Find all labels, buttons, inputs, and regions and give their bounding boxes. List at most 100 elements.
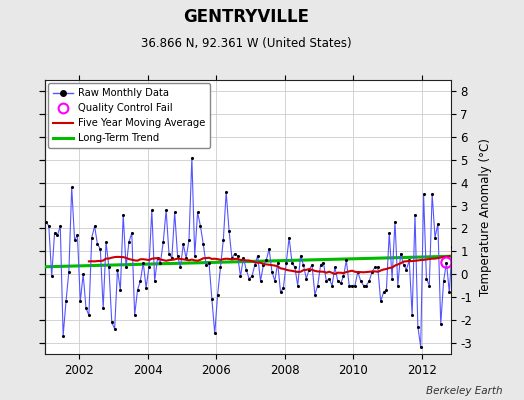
Point	[182, 255, 190, 261]
Point	[199, 241, 208, 248]
Point	[442, 260, 451, 266]
Point	[168, 255, 176, 261]
Point	[88, 234, 96, 241]
Point	[391, 218, 399, 225]
Point	[56, 223, 64, 229]
Point	[111, 326, 119, 332]
Point	[394, 282, 402, 289]
Point	[196, 223, 205, 229]
Point	[368, 269, 376, 275]
Point	[239, 255, 247, 261]
Point	[436, 321, 445, 328]
Point	[99, 305, 107, 312]
Point	[342, 257, 351, 264]
Point	[170, 209, 179, 216]
Point	[305, 266, 313, 273]
Point	[270, 278, 279, 284]
Point	[176, 264, 184, 270]
Point	[468, 253, 476, 259]
Point	[479, 200, 488, 206]
Point	[245, 276, 253, 282]
Point	[222, 189, 231, 195]
Point	[62, 298, 70, 305]
Point	[76, 298, 84, 305]
Point	[154, 255, 162, 261]
Point	[256, 278, 265, 284]
Point	[440, 278, 448, 284]
Point	[59, 332, 67, 339]
Point	[339, 273, 347, 280]
Point	[122, 264, 130, 270]
Text: 36.866 N, 92.361 W (United States): 36.866 N, 92.361 W (United States)	[141, 37, 352, 50]
Point	[417, 344, 425, 350]
Point	[136, 278, 145, 284]
Point	[411, 212, 419, 218]
Point	[45, 223, 53, 229]
Point	[460, 260, 468, 266]
Point	[482, 189, 490, 195]
Point	[188, 154, 196, 161]
Point	[156, 260, 165, 266]
Y-axis label: Temperature Anomaly (°C): Temperature Anomaly (°C)	[479, 138, 492, 296]
Point	[139, 260, 147, 266]
Point	[442, 260, 451, 266]
Point	[316, 262, 325, 268]
Point	[485, 191, 494, 197]
Point	[299, 262, 308, 268]
Point	[259, 262, 268, 268]
Point	[399, 262, 408, 268]
Point	[308, 262, 316, 268]
Point	[474, 234, 482, 241]
Point	[451, 276, 459, 282]
Point	[348, 282, 356, 289]
Point	[96, 246, 104, 252]
Point	[282, 260, 290, 266]
Point	[250, 262, 259, 268]
Point	[265, 246, 274, 252]
Point	[213, 292, 222, 298]
Point	[405, 257, 413, 264]
Point	[462, 184, 471, 190]
Point	[142, 284, 150, 291]
Point	[91, 223, 99, 229]
Point	[73, 232, 82, 238]
Point	[454, 262, 462, 268]
Point	[276, 289, 285, 296]
Point	[179, 241, 188, 248]
Point	[422, 276, 431, 282]
Point	[119, 212, 127, 218]
Point	[336, 280, 345, 286]
Point	[173, 253, 182, 259]
Point	[354, 269, 362, 275]
Point	[193, 209, 202, 216]
Point	[64, 269, 73, 275]
Point	[471, 191, 479, 197]
Text: Berkeley Earth: Berkeley Earth	[427, 386, 503, 396]
Point	[48, 273, 56, 280]
Point	[202, 262, 210, 268]
Point	[93, 241, 102, 248]
Point	[130, 312, 139, 318]
Point	[128, 230, 136, 236]
Point	[70, 237, 79, 243]
Point	[313, 282, 322, 289]
Point	[79, 271, 88, 277]
Point	[53, 232, 62, 238]
Point	[322, 278, 331, 284]
Point	[385, 230, 394, 236]
Point	[376, 298, 385, 305]
Point	[325, 276, 333, 282]
Point	[456, 257, 465, 264]
Point	[371, 264, 379, 270]
Point	[419, 191, 428, 197]
Point	[50, 230, 59, 236]
Point	[165, 250, 173, 257]
Point	[351, 282, 359, 289]
Point	[225, 228, 233, 234]
Point	[254, 253, 262, 259]
Point	[365, 278, 374, 284]
Point	[382, 287, 390, 293]
Point	[408, 312, 417, 318]
Point	[85, 312, 93, 318]
Point	[434, 221, 442, 227]
